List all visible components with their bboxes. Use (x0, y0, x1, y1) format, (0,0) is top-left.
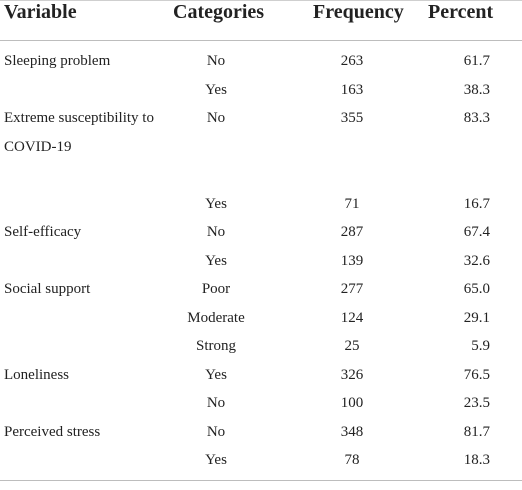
cell-percent: 32.6 (463, 252, 490, 269)
cell-category: Yes (205, 195, 227, 212)
cell-frequency: 100 (340, 395, 364, 411)
table-row: Self-efficacy No 287 67.4 (0, 218, 522, 247)
cell-category: No (206, 53, 226, 69)
cell-frequency: 326 (340, 366, 364, 383)
table-top-rule (0, 0, 522, 1)
cell-frequency: 71 (344, 195, 360, 212)
table-row: Social support Poor 277 65.0 (0, 275, 522, 304)
cell-frequency: 277 (340, 281, 364, 297)
table-row: Extreme susceptibility to COVID-19 No 35… (0, 104, 522, 190)
cell-percent: 76.5 (463, 366, 490, 383)
cell-percent: 61.7 (463, 53, 490, 69)
cell-percent: 23.5 (463, 395, 490, 411)
cell-percent: 81.7 (463, 423, 490, 440)
cell-frequency: 163 (340, 81, 364, 98)
header-rule (0, 40, 522, 41)
cell-percent: 65.0 (463, 281, 490, 297)
table-row: Perceived stress No 348 81.7 (0, 418, 522, 447)
cell-category: No (206, 423, 226, 440)
cell-percent: 38.3 (463, 81, 490, 98)
cell-frequency: 78 (344, 452, 360, 468)
table-row: Strong 25 5.9 (0, 332, 522, 361)
cell-percent: 83.3 (463, 110, 490, 126)
table-row: Yes 139 32.6 (0, 247, 522, 276)
table-row: Loneliness Yes 326 76.5 (0, 361, 522, 390)
cell-category: Moderate (187, 309, 245, 326)
cell-frequency: 355 (340, 110, 364, 126)
cell-percent: 18.3 (463, 452, 490, 468)
table-body: Sleeping problem No 263 61.7 Yes 163 38.… (0, 47, 522, 475)
cell-frequency: 287 (340, 224, 364, 240)
cell-category: Yes (205, 252, 227, 269)
table-header-row: Variable Categories Frequency Percent (0, 0, 522, 40)
table-row: Yes 71 16.7 (0, 190, 522, 219)
table-row: Moderate 124 29.1 (0, 304, 522, 333)
cell-percent: 5.9 (471, 338, 490, 354)
header-frequency: Frequency (313, 1, 404, 23)
cell-frequency: 348 (340, 423, 364, 440)
cell-variable: Perceived stress (4, 423, 101, 440)
table-row: Yes 163 38.3 (0, 76, 522, 105)
table-row: No 100 23.5 (0, 389, 522, 418)
cell-frequency: 139 (340, 252, 364, 269)
cell-variable: Self-efficacy (4, 224, 82, 240)
cell-percent: 29.1 (463, 309, 490, 326)
cell-frequency: 263 (340, 53, 364, 69)
cell-frequency: 124 (340, 309, 364, 326)
cell-category: Poor (201, 281, 231, 297)
header-categories: Categories (173, 1, 265, 23)
cell-variable: Sleeping problem (4, 53, 111, 69)
table-bottom-rule (0, 480, 522, 481)
cell-category: Yes (205, 81, 227, 98)
cell-variable: Social support (4, 281, 91, 297)
cell-frequency: 25 (344, 338, 360, 354)
cell-category: Yes (205, 452, 227, 468)
cell-percent: 16.7 (463, 195, 490, 212)
cell-category: No (206, 110, 226, 126)
cell-variable: Loneliness (4, 366, 69, 383)
cell-category: No (206, 224, 226, 240)
cell-category: Yes (205, 366, 227, 383)
cell-category: Strong (195, 338, 236, 354)
cell-percent: 67.4 (463, 224, 490, 240)
header-percent: Percent (428, 1, 494, 23)
table-row: Sleeping problem No 263 61.7 (0, 47, 522, 76)
table-row: Yes 78 18.3 (0, 446, 522, 475)
cell-category: No (206, 395, 226, 411)
header-variable: Variable (4, 1, 77, 23)
cell-variable: Extreme susceptibility to COVID-19 (4, 110, 154, 155)
